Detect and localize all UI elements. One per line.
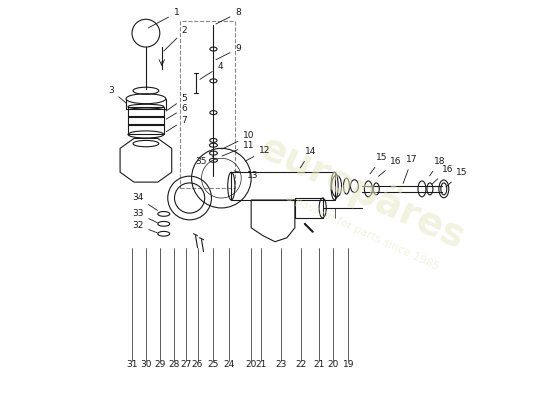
Text: 8: 8 — [216, 8, 241, 24]
Text: 28: 28 — [168, 360, 179, 369]
Text: 30: 30 — [140, 360, 152, 369]
Text: 10: 10 — [222, 132, 255, 149]
Text: 25: 25 — [208, 360, 219, 369]
Text: 7: 7 — [166, 116, 188, 132]
Text: 20: 20 — [245, 360, 257, 369]
Text: 13: 13 — [234, 171, 258, 180]
Text: 12: 12 — [246, 146, 271, 161]
Bar — [128, 107, 164, 116]
Text: 21: 21 — [313, 360, 324, 369]
Text: 16: 16 — [432, 165, 453, 184]
Text: 11: 11 — [222, 140, 255, 156]
Bar — [128, 124, 164, 134]
Text: 21: 21 — [255, 360, 267, 369]
Text: 24: 24 — [224, 360, 235, 369]
Text: 18: 18 — [430, 157, 446, 176]
Text: 15: 15 — [446, 168, 467, 187]
Text: 19: 19 — [343, 360, 354, 369]
Bar — [232, 172, 334, 200]
Text: 1: 1 — [148, 8, 179, 28]
Text: 6: 6 — [166, 104, 188, 119]
Text: a passion for parts since 1985: a passion for parts since 1985 — [284, 192, 441, 272]
Text: europäres: europäres — [254, 128, 471, 257]
Text: 15: 15 — [370, 153, 388, 174]
Text: 33: 33 — [132, 209, 157, 223]
Text: 29: 29 — [154, 360, 166, 369]
Text: 31: 31 — [126, 360, 138, 369]
Text: 5: 5 — [166, 94, 188, 111]
Text: 32: 32 — [132, 221, 157, 233]
Text: 2: 2 — [164, 26, 188, 51]
Bar — [128, 116, 164, 124]
Text: 4: 4 — [200, 62, 223, 79]
Text: 34: 34 — [132, 193, 157, 210]
Text: 3: 3 — [108, 86, 126, 103]
Text: 22: 22 — [295, 360, 306, 369]
Text: 35: 35 — [196, 156, 213, 166]
Text: 23: 23 — [275, 360, 287, 369]
Text: 17: 17 — [403, 155, 417, 184]
Text: 16: 16 — [378, 157, 402, 176]
Text: 9: 9 — [216, 44, 241, 60]
Bar — [295, 198, 323, 218]
Text: 14: 14 — [300, 147, 316, 168]
Text: 26: 26 — [192, 360, 204, 369]
Text: 27: 27 — [180, 360, 191, 369]
Bar — [180, 21, 235, 188]
Text: 20: 20 — [327, 360, 338, 369]
